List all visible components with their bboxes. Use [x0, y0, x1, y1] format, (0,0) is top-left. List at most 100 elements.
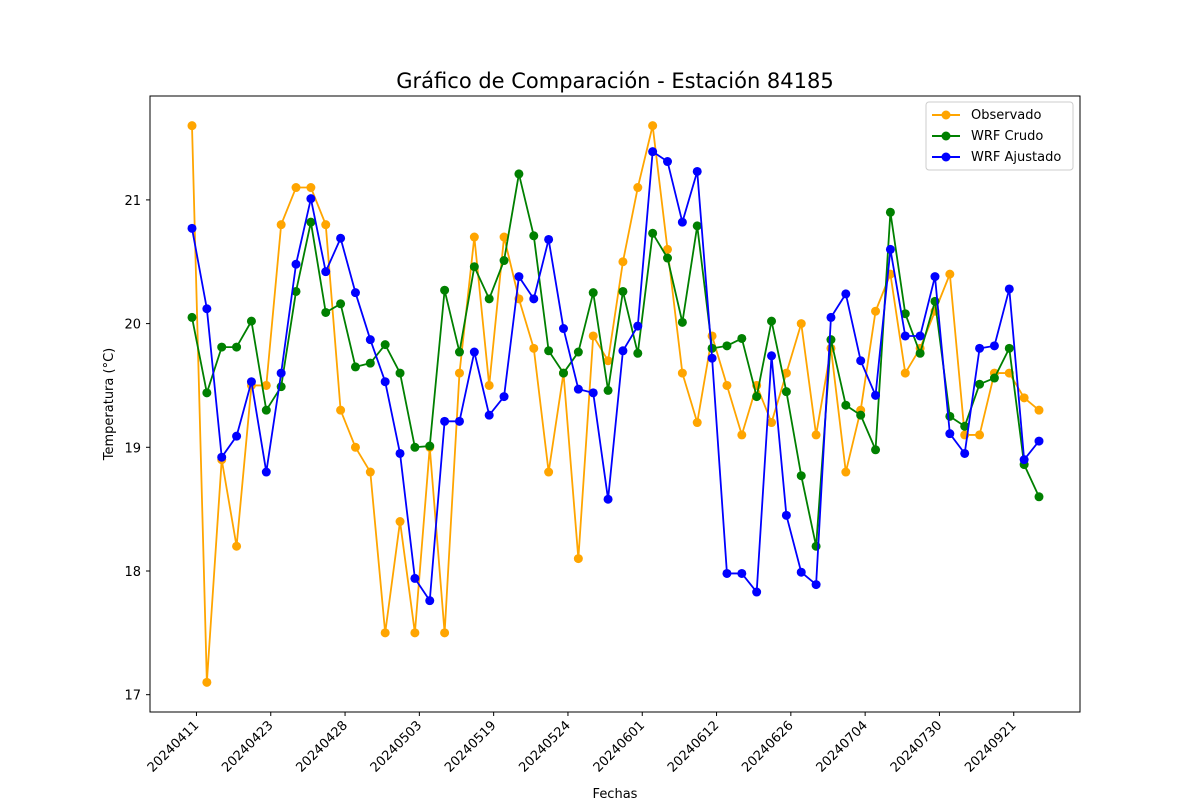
data-point-wrf-ajustado — [1004, 284, 1014, 294]
data-point-wrf-ajustado — [930, 272, 940, 282]
data-point-observado — [900, 368, 910, 378]
data-point-wrf-ajustado — [989, 341, 999, 351]
data-point-wrf-ajustado — [321, 267, 331, 277]
data-point-observado — [336, 405, 346, 415]
data-point-wrf-ajustado — [1019, 455, 1029, 465]
data-point-wrf-ajustado — [454, 416, 464, 426]
series-wrf-crudo — [187, 169, 1044, 551]
data-point-observado — [618, 257, 628, 267]
data-point-wrf-ajustado — [618, 346, 628, 356]
data-point-wrf-crudo — [558, 368, 568, 378]
data-point-wrf-crudo — [648, 228, 658, 238]
data-point-wrf-ajustado — [558, 324, 568, 334]
data-point-wrf-ajustado — [395, 448, 405, 458]
data-point-wrf-ajustado — [752, 587, 762, 597]
data-point-wrf-crudo — [692, 221, 702, 231]
data-point-observado — [677, 368, 687, 378]
data-point-wrf-crudo — [603, 385, 613, 395]
data-point-wrf-ajustado — [380, 377, 390, 387]
data-point-wrf-crudo — [856, 410, 866, 420]
x-tick-label: 20240428 — [293, 718, 350, 775]
data-point-observado — [365, 467, 375, 477]
x-tick-label: 20240411 — [145, 718, 202, 775]
data-point-wrf-ajustado — [737, 568, 747, 578]
data-point-wrf-crudo — [737, 333, 747, 343]
data-point-wrf-crudo — [915, 348, 925, 358]
plot-area-frame — [149, 95, 1081, 713]
chart-title: Gráfico de Comparación - Estación 84185 — [396, 69, 833, 93]
y-tick-label: 17 — [124, 689, 141, 704]
data-point-observado — [232, 541, 242, 551]
data-point-wrf-crudo — [246, 316, 256, 326]
data-point-wrf-crudo — [202, 388, 212, 398]
data-point-wrf-ajustado — [1034, 436, 1044, 446]
x-tick-label: 20240519 — [442, 718, 499, 775]
series-observado — [187, 121, 1044, 687]
data-point-wrf-crudo — [306, 217, 316, 227]
data-point-observado — [588, 331, 598, 341]
data-point-wrf-ajustado — [900, 331, 910, 341]
data-point-wrf-ajustado — [514, 272, 524, 282]
data-point-observado — [707, 331, 717, 341]
data-point-wrf-ajustado — [232, 431, 242, 441]
data-point-wrf-ajustado — [573, 384, 583, 394]
data-point-observado — [945, 269, 955, 279]
data-point-wrf-crudo — [573, 347, 583, 357]
data-point-wrf-crudo — [232, 342, 242, 352]
legend-label-wrf-crudo: WRF Crudo — [971, 129, 1043, 144]
data-point-wrf-crudo — [945, 411, 955, 421]
y-tick-label: 20 — [124, 318, 141, 333]
data-point-wrf-crudo — [752, 392, 762, 402]
data-point-wrf-ajustado — [529, 294, 539, 304]
data-point-wrf-crudo — [469, 262, 479, 272]
data-point-wrf-ajustado — [811, 580, 821, 590]
data-point-wrf-ajustado — [945, 429, 955, 439]
data-point-wrf-crudo — [975, 379, 985, 389]
x-tick-label: 20240503 — [368, 718, 425, 775]
y-tick-label: 21 — [124, 194, 141, 209]
data-point-observado — [454, 368, 464, 378]
x-axis: 20240411 20240423 20240428 20240503 20240519… — [145, 712, 1020, 776]
data-point-wrf-crudo — [544, 346, 554, 356]
data-point-wrf-ajustado — [885, 244, 895, 254]
data-point-wrf-ajustado — [469, 347, 479, 357]
legend-marker-wrf-crudo — [941, 131, 951, 141]
data-point-wrf-crudo — [663, 253, 673, 263]
data-point-observado — [440, 628, 450, 638]
data-point-observado — [633, 183, 643, 193]
series-layer — [187, 121, 1044, 687]
data-point-wrf-ajustado — [499, 392, 509, 402]
data-point-wrf-ajustado — [915, 331, 925, 341]
data-point-wrf-crudo — [796, 471, 806, 481]
data-point-observado — [321, 220, 331, 230]
data-point-wrf-ajustado — [425, 596, 435, 606]
data-point-wrf-ajustado — [692, 166, 702, 176]
data-point-observado — [261, 380, 271, 390]
data-point-wrf-crudo — [380, 340, 390, 350]
x-axis-label: Fechas — [593, 787, 638, 800]
data-point-observado — [603, 356, 613, 366]
legend-label-observado: Observado — [971, 108, 1042, 123]
legend-marker-wrf-ajustado — [941, 152, 951, 162]
data-point-wrf-crudo — [885, 207, 895, 217]
data-point-wrf-ajustado — [336, 233, 346, 243]
data-point-wrf-ajustado — [856, 356, 866, 366]
data-point-observado — [1019, 393, 1029, 403]
data-point-wrf-ajustado — [722, 568, 732, 578]
data-point-observado — [187, 121, 197, 131]
data-point-wrf-crudo — [291, 286, 301, 296]
x-tick-label: 20240730 — [888, 718, 945, 775]
data-point-wrf-crudo — [425, 441, 435, 451]
y-tick-label: 18 — [124, 565, 141, 580]
x-tick-label: 20240423 — [219, 718, 276, 775]
data-point-wrf-ajustado — [306, 194, 316, 204]
x-tick-label: 20240704 — [814, 718, 871, 775]
data-point-wrf-ajustado — [975, 343, 985, 353]
data-point-observado — [469, 232, 479, 242]
data-point-observado — [276, 220, 286, 230]
data-point-wrf-crudo — [989, 373, 999, 383]
data-point-wrf-ajustado — [871, 390, 881, 400]
data-point-wrf-crudo — [454, 347, 464, 357]
data-point-observado — [767, 418, 777, 428]
